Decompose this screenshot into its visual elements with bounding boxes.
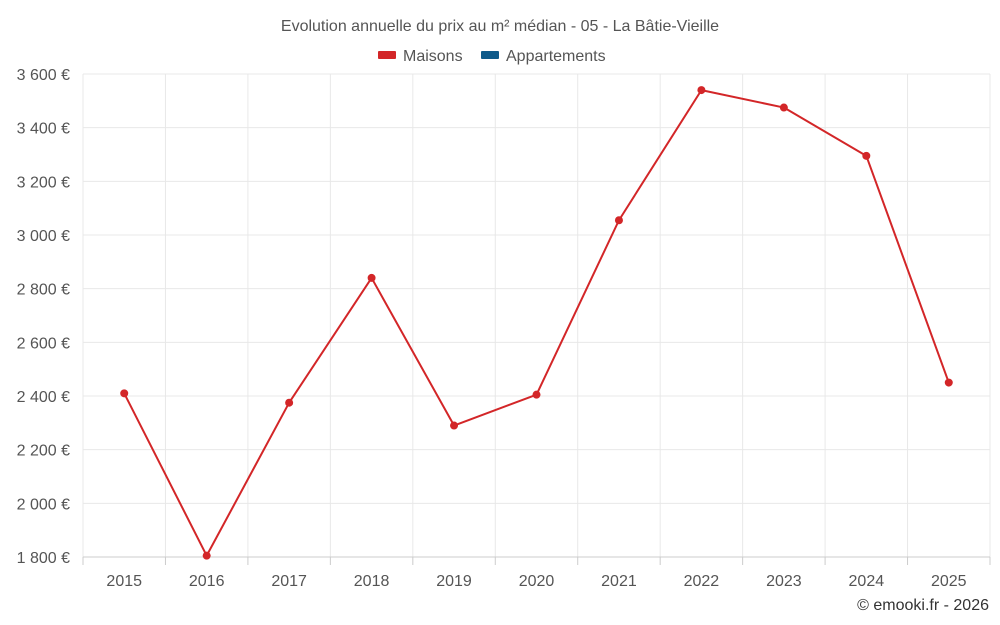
data-point-maisons[interactable] (450, 421, 459, 430)
y-tick-label: 3 000 € (17, 228, 70, 245)
y-tick-label: 3 600 € (17, 67, 70, 84)
y-tick-label: 2 000 € (17, 496, 70, 513)
legend-label-appartements: Appartements (506, 48, 606, 65)
x-tick-label: 2016 (189, 573, 225, 590)
y-tick-label: 3 400 € (17, 121, 70, 138)
y-tick-label: 3 200 € (17, 174, 70, 191)
legend: Maisons Appartements (378, 48, 606, 65)
series (120, 86, 953, 560)
data-point-maisons[interactable] (202, 551, 211, 560)
x-tick-label: 2019 (436, 573, 472, 590)
legend-label-maisons: Maisons (403, 48, 463, 65)
legend-swatch-maisons (378, 51, 396, 59)
x-tick-label: 2022 (684, 573, 720, 590)
data-point-maisons[interactable] (120, 389, 129, 398)
x-tick-label: 2018 (354, 573, 390, 590)
legend-item-appartements[interactable]: Appartements (481, 48, 606, 65)
data-point-maisons[interactable] (944, 378, 953, 387)
legend-item-maisons[interactable]: Maisons (378, 48, 463, 65)
x-tick-label: 2015 (106, 573, 142, 590)
data-point-maisons[interactable] (367, 273, 376, 282)
data-point-maisons[interactable] (532, 390, 541, 399)
legend-swatch-appartements (481, 51, 499, 59)
credit-text: © emooki.fr - 2026 (857, 597, 989, 614)
y-tick-label: 2 800 € (17, 282, 70, 299)
grid (82, 73, 991, 558)
data-point-maisons[interactable] (285, 398, 294, 407)
y-tick-label: 1 800 € (17, 550, 70, 567)
data-point-maisons[interactable] (779, 103, 788, 112)
data-point-maisons[interactable] (862, 151, 871, 160)
x-tick-label: 2020 (519, 573, 555, 590)
axes: 1 800 € 2 000 € 2 200 € 2 400 € 2 600 € 2 800… (17, 67, 991, 590)
y-tick-label: 2 200 € (17, 443, 70, 460)
y-tick-label: 2 600 € (17, 335, 70, 352)
x-tick-label: 2017 (271, 573, 307, 590)
x-tick-label: 2023 (766, 573, 802, 590)
data-point-maisons[interactable] (697, 86, 706, 95)
x-tick-label: 2025 (931, 573, 967, 590)
data-point-maisons[interactable] (614, 216, 623, 225)
x-tick-label: 2024 (849, 573, 885, 590)
y-tick-label: 2 400 € (17, 389, 70, 406)
chart-title: Evolution annuelle du prix au m² médian … (281, 18, 719, 35)
x-tick-label: 2021 (601, 573, 637, 590)
